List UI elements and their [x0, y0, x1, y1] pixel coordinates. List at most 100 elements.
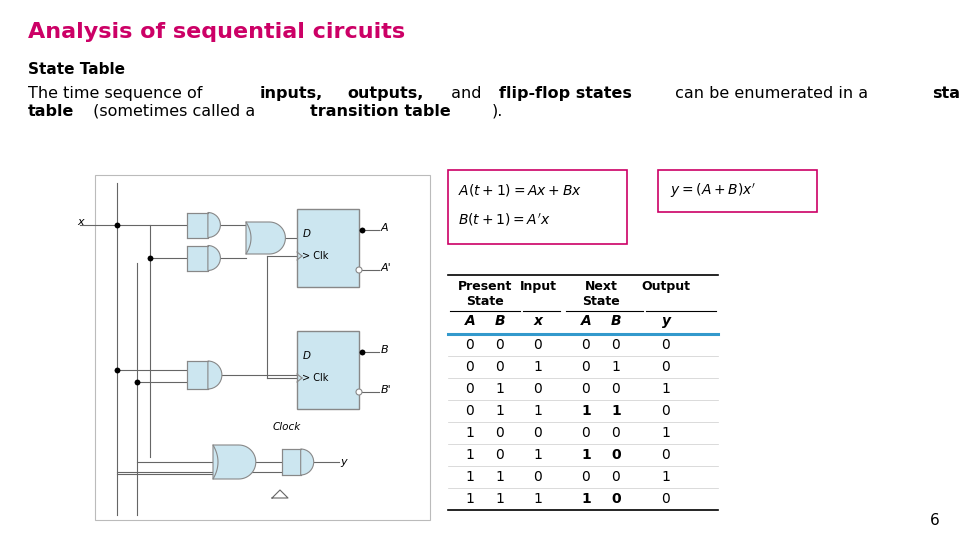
Text: D: D — [303, 351, 311, 361]
Text: The time sequence of: The time sequence of — [28, 86, 207, 101]
Text: 1: 1 — [612, 360, 620, 374]
FancyBboxPatch shape — [448, 170, 627, 244]
Text: A': A' — [381, 263, 392, 273]
Text: 1: 1 — [612, 404, 621, 418]
Text: 0: 0 — [534, 470, 542, 484]
Text: Clock: Clock — [273, 422, 301, 432]
Text: A: A — [465, 314, 475, 328]
Polygon shape — [213, 445, 255, 479]
Text: 0: 0 — [466, 404, 474, 418]
Wedge shape — [208, 246, 221, 271]
Text: Present
State: Present State — [458, 280, 513, 308]
Text: B': B' — [381, 385, 392, 395]
Text: 1: 1 — [581, 404, 590, 418]
Text: ).: ). — [492, 104, 503, 119]
Text: Analysis of sequential circuits: Analysis of sequential circuits — [28, 22, 405, 42]
Text: Input: Input — [519, 280, 557, 293]
Text: 1: 1 — [466, 426, 474, 440]
Text: transition table: transition table — [310, 104, 451, 119]
Text: outputs,: outputs, — [348, 86, 424, 101]
Text: A: A — [381, 223, 389, 233]
Text: 0: 0 — [534, 426, 542, 440]
Text: 0: 0 — [661, 448, 670, 462]
Text: 0: 0 — [612, 470, 620, 484]
Text: 1: 1 — [661, 426, 670, 440]
Text: 1: 1 — [581, 492, 590, 506]
Circle shape — [356, 389, 362, 395]
Wedge shape — [208, 361, 222, 389]
Text: 0: 0 — [661, 360, 670, 374]
Text: 1: 1 — [661, 382, 670, 396]
FancyBboxPatch shape — [658, 170, 817, 212]
Text: > Clk: > Clk — [302, 373, 328, 383]
Bar — [187, 361, 208, 389]
Bar — [187, 213, 208, 238]
Text: 0: 0 — [661, 404, 670, 418]
Text: 1: 1 — [534, 404, 542, 418]
Polygon shape — [246, 222, 285, 254]
Text: $y = (A + B)x'$: $y = (A + B)x'$ — [670, 182, 756, 200]
Wedge shape — [300, 449, 314, 475]
Text: B: B — [381, 345, 389, 355]
Text: 6: 6 — [930, 513, 940, 528]
Text: 0: 0 — [612, 448, 621, 462]
Bar — [187, 246, 208, 271]
Text: 0: 0 — [466, 338, 474, 352]
Text: y: y — [661, 314, 670, 328]
Text: 0: 0 — [582, 470, 590, 484]
Text: 0: 0 — [612, 426, 620, 440]
Text: 1: 1 — [495, 404, 504, 418]
Text: y: y — [341, 457, 348, 467]
Text: 1: 1 — [534, 492, 542, 506]
Text: 0: 0 — [582, 360, 590, 374]
Text: B: B — [494, 314, 505, 328]
Text: 0: 0 — [661, 338, 670, 352]
Text: D: D — [303, 229, 311, 239]
Text: 0: 0 — [534, 338, 542, 352]
Text: 0: 0 — [495, 426, 504, 440]
Text: > Clk: > Clk — [302, 251, 328, 261]
Text: State Table: State Table — [28, 62, 125, 77]
Text: 0: 0 — [495, 448, 504, 462]
Text: and: and — [446, 86, 487, 101]
Text: 0: 0 — [466, 360, 474, 374]
Text: x: x — [77, 217, 84, 227]
Text: $B(t + 1) = A'x$: $B(t + 1) = A'x$ — [458, 212, 550, 228]
Text: B: B — [611, 314, 621, 328]
Text: 1: 1 — [466, 492, 474, 506]
Text: $A(t + 1) = Ax + Bx$: $A(t + 1) = Ax + Bx$ — [458, 182, 582, 198]
Text: 1: 1 — [534, 360, 542, 374]
Text: 0: 0 — [534, 382, 542, 396]
Text: 1: 1 — [495, 470, 504, 484]
Text: Output: Output — [641, 280, 690, 293]
Text: flip-flop states: flip-flop states — [499, 86, 632, 101]
Text: 0: 0 — [612, 382, 620, 396]
Text: 1: 1 — [581, 448, 590, 462]
Bar — [95, 175, 430, 520]
Text: 0: 0 — [582, 426, 590, 440]
Bar — [297, 209, 359, 287]
Text: (sometimes called a: (sometimes called a — [87, 104, 260, 119]
Text: Next
State: Next State — [582, 280, 620, 308]
Text: 1: 1 — [661, 470, 670, 484]
Bar — [297, 331, 359, 409]
Text: 0: 0 — [612, 492, 621, 506]
Wedge shape — [208, 213, 221, 238]
Text: 0: 0 — [466, 382, 474, 396]
Text: table: table — [28, 104, 74, 119]
Text: 1: 1 — [495, 492, 504, 506]
Text: 0: 0 — [612, 338, 620, 352]
Text: 1: 1 — [495, 382, 504, 396]
Text: 0: 0 — [495, 338, 504, 352]
Text: 1: 1 — [466, 470, 474, 484]
Circle shape — [356, 267, 362, 273]
Text: A: A — [581, 314, 591, 328]
Text: 0: 0 — [582, 338, 590, 352]
Text: can be enumerated in a: can be enumerated in a — [670, 86, 874, 101]
Text: x: x — [534, 314, 542, 328]
Text: state: state — [932, 86, 960, 101]
Bar — [282, 449, 300, 475]
Text: 1: 1 — [466, 448, 474, 462]
Text: 0: 0 — [495, 360, 504, 374]
Text: 1: 1 — [534, 448, 542, 462]
